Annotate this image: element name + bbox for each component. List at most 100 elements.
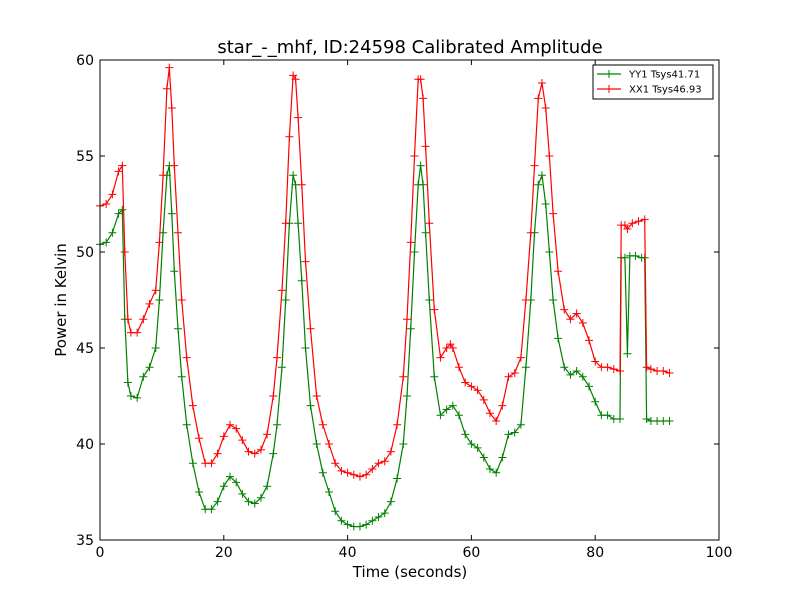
series-2-marker <box>244 447 253 456</box>
series-2-marker <box>572 309 581 318</box>
series-2-marker <box>331 459 340 468</box>
series-2-marker <box>177 296 186 304</box>
legend-label: YY1 Tsys41.71 <box>628 70 700 81</box>
series-2-marker <box>609 365 618 374</box>
series-1-marker <box>393 474 402 483</box>
series-1-marker <box>461 430 470 439</box>
series-1-marker <box>479 453 488 462</box>
series-1-marker <box>448 401 457 410</box>
series-2-marker <box>591 357 600 366</box>
series-2-marker <box>349 470 358 479</box>
series-2-marker <box>554 267 563 276</box>
series-2-marker <box>238 436 247 445</box>
series-1-marker <box>123 378 132 387</box>
series-1-marker <box>425 296 434 304</box>
series-2-marker <box>123 315 132 324</box>
y-tick-label: 55 <box>76 149 94 165</box>
series-1-marker <box>510 428 519 437</box>
series-2-marker <box>504 372 513 381</box>
series-2-marker <box>139 315 148 324</box>
series-2-marker <box>530 161 539 170</box>
series-2-marker <box>277 286 286 295</box>
series-2-marker <box>294 113 303 122</box>
series-1-marker <box>541 200 550 208</box>
series-2-marker <box>269 392 278 400</box>
series-1-marker <box>318 468 327 477</box>
series-2-marker <box>108 190 117 199</box>
series-1-marker <box>615 415 624 424</box>
series-1-marker <box>343 520 352 529</box>
series-2-marker <box>549 209 558 218</box>
series-2-marker <box>374 459 383 468</box>
series-1-marker <box>416 161 425 170</box>
series-2-marker <box>337 466 346 475</box>
series-1-marker <box>337 516 346 525</box>
x-tick-label: 40 <box>339 545 357 561</box>
x-tick-label: 20 <box>215 545 233 561</box>
series-1-marker <box>665 416 674 425</box>
series-2-marker <box>416 75 425 84</box>
series-2-marker <box>281 219 290 228</box>
series-1-marker <box>521 363 530 372</box>
series-1-marker <box>256 493 265 502</box>
series-1-marker <box>537 171 546 180</box>
series-2-marker <box>362 470 371 479</box>
series-2-marker <box>232 424 241 433</box>
y-tick-label: 45 <box>76 341 94 357</box>
series-2-marker <box>585 336 594 345</box>
series-1-marker <box>102 238 111 247</box>
legend-swatch-marker <box>605 70 613 78</box>
series-1-marker <box>498 453 507 462</box>
series-1-marker <box>173 324 182 333</box>
series-1-marker <box>603 411 612 420</box>
x-tick-label: 100 <box>706 545 733 561</box>
x-tick-label: 0 <box>96 545 105 561</box>
x-tick-label: 80 <box>586 545 604 561</box>
series-2-marker <box>615 367 624 376</box>
series-2-marker <box>159 171 168 180</box>
series-2-marker <box>430 305 439 314</box>
series-2-marker <box>473 386 482 395</box>
series-1-marker <box>301 344 310 352</box>
series-1-marker <box>534 180 543 189</box>
series-1-marker <box>114 209 123 218</box>
series-2-marker <box>603 363 612 372</box>
series-2-marker <box>155 238 164 247</box>
series-2-marker <box>368 464 377 473</box>
series-2-marker <box>646 365 655 374</box>
series-2-marker <box>118 161 127 170</box>
series-2-marker <box>578 319 587 328</box>
series-2-marker <box>467 382 476 391</box>
series-2-marker <box>165 63 174 72</box>
series-1-marker <box>238 489 247 498</box>
series-2-marker <box>634 217 643 226</box>
series-1-marker <box>118 205 127 214</box>
legend-swatch-marker <box>605 85 613 93</box>
series-1-marker <box>232 478 241 487</box>
series-1-marker <box>263 482 272 491</box>
series-2-marker <box>355 472 364 481</box>
series-2-marker <box>410 152 419 160</box>
series-2-line <box>99 67 670 478</box>
series-1-marker <box>297 276 306 285</box>
series-2-marker <box>403 315 412 324</box>
y-tick-label: 40 <box>76 437 94 453</box>
series-1-marker <box>467 440 476 448</box>
series-2-marker <box>485 409 494 418</box>
series-2-marker <box>273 353 282 362</box>
series-1-marker <box>219 482 228 491</box>
series-1-marker <box>294 219 303 228</box>
series-2-marker <box>120 248 129 256</box>
series-2-marker <box>642 363 651 372</box>
series-2-marker <box>219 432 228 441</box>
legend-box <box>592 64 714 100</box>
series-2-marker <box>659 367 668 376</box>
series-2-marker <box>510 368 519 377</box>
series-1-marker <box>289 171 298 180</box>
y-tick-label: 35 <box>76 533 94 549</box>
series-2-marker <box>560 305 569 314</box>
series-1-marker <box>631 251 640 260</box>
series-2-marker <box>521 296 530 304</box>
series-1-marker <box>331 507 340 516</box>
